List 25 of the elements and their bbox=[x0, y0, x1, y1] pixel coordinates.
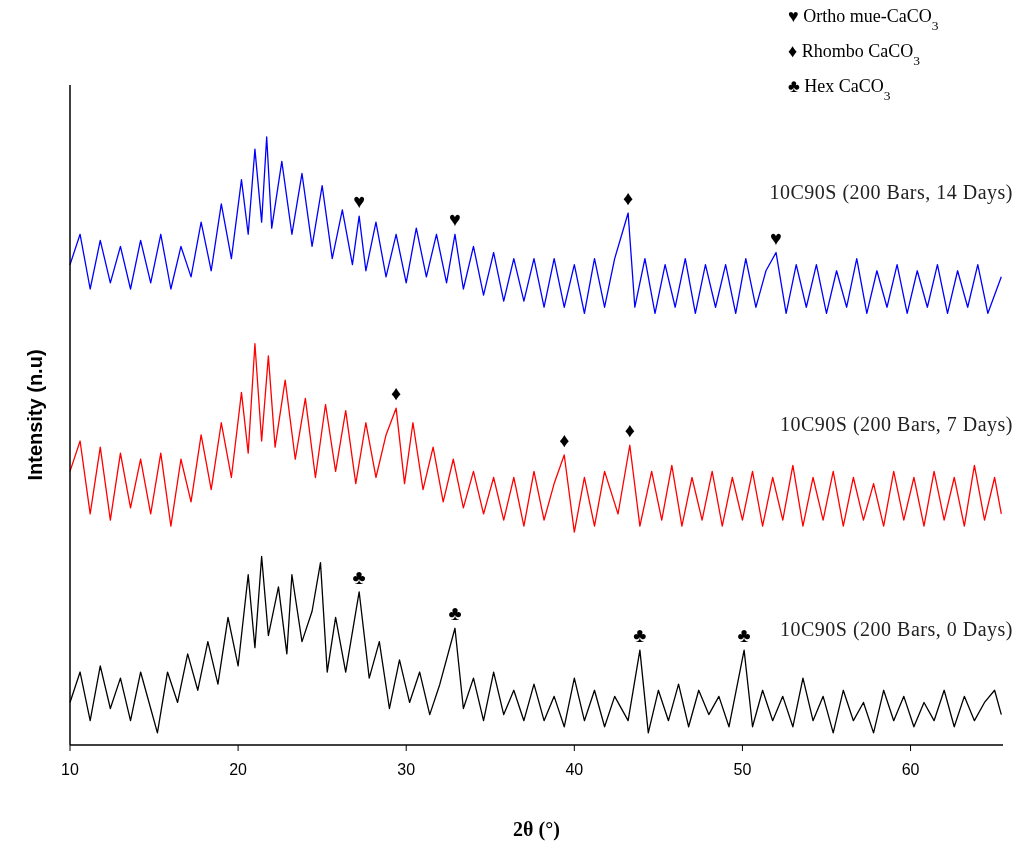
annotation: ♥ bbox=[449, 208, 461, 231]
x-tick-label: 30 bbox=[397, 761, 416, 778]
series-label: 10C90S (200 Bars, 7 Days) bbox=[779, 413, 1013, 437]
text: ♣ Hex CaCO$_{3}$ bbox=[788, 76, 891, 103]
x-tick-label: 40 bbox=[565, 761, 584, 778]
text: 10C90S (200 Bars, 14 Days) bbox=[769, 181, 1013, 204]
x-tick-label: 10 bbox=[61, 761, 79, 778]
x-axis-title: 2θ (°) bbox=[513, 818, 560, 841]
annotation: ♣ bbox=[352, 565, 366, 588]
annotation: ♣ bbox=[633, 624, 647, 647]
annotation: ♦ bbox=[623, 187, 634, 209]
annotation: ♦ bbox=[624, 419, 635, 442]
annotation: ♣ bbox=[737, 624, 751, 647]
annotation: ♦ bbox=[391, 382, 402, 405]
annotation: ♦ bbox=[559, 428, 570, 451]
annotation: ♥ bbox=[770, 226, 782, 249]
annotation: ♣ bbox=[448, 602, 462, 625]
text: ♥ Ortho mue-CaCO$_{3}$ bbox=[788, 6, 939, 33]
x-tick-label: 20 bbox=[229, 761, 248, 778]
text: ♦ Rhombo CaCO$_{3}$ bbox=[788, 41, 921, 68]
y-axis-title: Intensity (n.u) bbox=[24, 349, 46, 481]
annotation: ♥ bbox=[353, 190, 366, 213]
x-tick-label: 50 bbox=[733, 761, 752, 778]
series-label: 10C90S (200 Bars, 0 Days) bbox=[779, 618, 1013, 642]
x-tick-label: 60 bbox=[901, 761, 920, 778]
